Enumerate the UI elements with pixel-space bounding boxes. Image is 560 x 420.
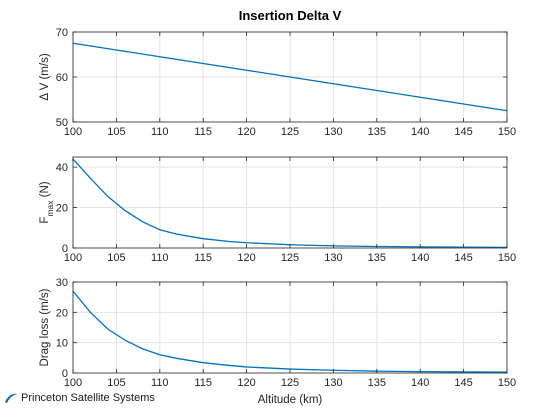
y-tick-label: 50 <box>56 117 68 129</box>
x-tick-label: 135 <box>368 377 386 389</box>
x-tick-label: 135 <box>368 252 386 264</box>
subplot-3: 100 105 110 115 120 125 130 135 140 145 150 0 10 20 30… <box>39 277 516 389</box>
x-tick-label: 145 <box>454 377 472 389</box>
x-tick-label: 110 <box>151 252 169 264</box>
x-tick-label: 105 <box>107 377 125 389</box>
x-tick-label: 100 <box>64 126 82 138</box>
logo-text: Princeton Satellite Systems <box>21 392 155 404</box>
x-tick-label: 140 <box>411 126 429 138</box>
x-tick-label: 145 <box>454 252 472 264</box>
x-tick-label: 100 <box>64 252 82 264</box>
x-tick-label: 150 <box>498 377 516 389</box>
x-tick-label: 125 <box>281 252 299 264</box>
x-tick-label: 120 <box>237 377 255 389</box>
subplot-1: 100 105 110 115 120 125 130 135 140 145 150 50 60 70 Δ… <box>39 27 516 138</box>
data-series-line <box>72 42 508 112</box>
x-tick-label: 100 <box>64 377 82 389</box>
x-axis-label: Altitude (km) <box>258 394 323 406</box>
y-tick-label: 30 <box>56 277 68 289</box>
x-tick-label: 125 <box>281 126 299 138</box>
x-tick-label: 105 <box>107 252 125 264</box>
x-tick-label: 115 <box>194 126 212 138</box>
data-series-line <box>72 290 508 373</box>
y-tick-label: 10 <box>56 338 68 350</box>
x-tick-label: 115 <box>194 377 212 389</box>
y-tick-label: 60 <box>56 72 68 84</box>
x-tick-label: 150 <box>498 126 516 138</box>
figure-title: Insertion Delta V <box>239 8 342 23</box>
x-tick-label: 140 <box>411 377 429 389</box>
y-tick-label: 0 <box>62 243 68 255</box>
x-tick-label: 110 <box>151 377 169 389</box>
y-tick-label: 70 <box>56 27 68 39</box>
x-tick-label: 125 <box>281 377 299 389</box>
x-tick-label: 120 <box>237 126 255 138</box>
x-tick-label: 140 <box>411 252 429 264</box>
y-tick-label: 40 <box>56 162 68 174</box>
y-tick-label: 0 <box>62 368 68 380</box>
data-series-line <box>72 158 508 248</box>
y-axis-label: Δ V (m/s) <box>39 53 51 100</box>
x-tick-label: 145 <box>454 126 472 138</box>
y-tick-label: 20 <box>56 203 68 215</box>
x-tick-label: 130 <box>324 252 342 264</box>
company-logo: Princeton Satellite Systems <box>4 391 155 405</box>
x-tick-label: 110 <box>151 126 169 138</box>
axes-layer: 100 105 110 115 120 125 130 135 140 145 150506070Δ… <box>39 27 516 389</box>
subplot-2: 100 105 110 115 120 125 130 135 140 145 150 0 20 40Fm… <box>39 156 516 264</box>
x-tick-label: 120 <box>237 252 255 264</box>
x-tick-label: 105 <box>107 126 125 138</box>
x-tick-label: 130 <box>324 377 342 389</box>
y-tick-label: 20 <box>56 307 68 319</box>
y-axis-label: Fmax (N) <box>39 181 55 223</box>
x-tick-label: 115 <box>194 252 212 264</box>
x-tick-label: 130 <box>324 126 342 138</box>
logo-swoosh-icon <box>5 393 17 403</box>
y-axis-label: Drag loss (m/s) <box>39 288 51 366</box>
x-tick-label: 135 <box>368 126 386 138</box>
x-tick-label: 150 <box>498 252 516 264</box>
